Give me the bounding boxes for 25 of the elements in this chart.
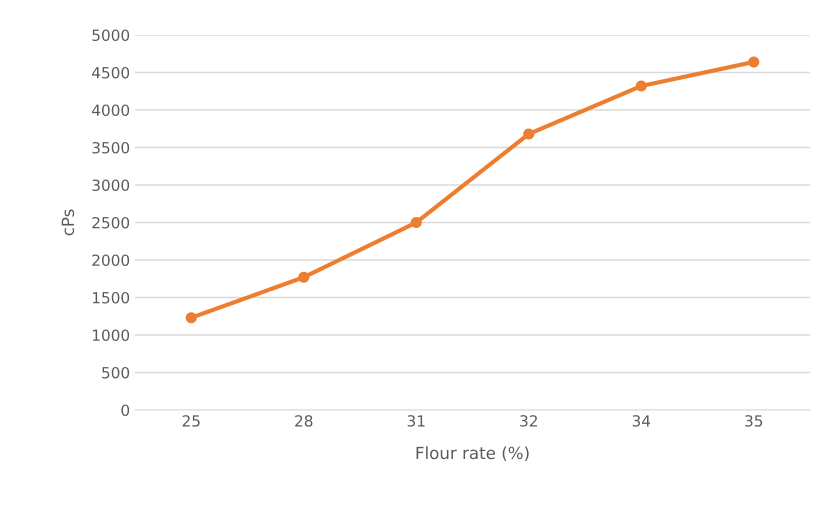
y-tick-label: 1500 bbox=[92, 292, 130, 304]
y-tick-label: 2500 bbox=[92, 216, 130, 229]
point bbox=[298, 272, 310, 283]
y-tick-label: 3000 bbox=[92, 179, 130, 192]
point bbox=[748, 56, 760, 68]
y-tick-label: 5000 bbox=[92, 29, 130, 42]
x-tick-label: 35 bbox=[745, 415, 762, 427]
x-tick-label: 32 bbox=[520, 415, 537, 427]
y-tick-label: 1000 bbox=[92, 329, 130, 342]
x-tick-label: 28 bbox=[295, 415, 312, 427]
x-axis-title: Flour rate (%) bbox=[416, 446, 529, 462]
x-tick-label: 31 bbox=[408, 415, 425, 427]
x-tick-label: 34 bbox=[632, 415, 650, 427]
y-tick-label: 3500 bbox=[92, 142, 130, 154]
y-tick-label: 4500 bbox=[92, 66, 130, 79]
y-axis-title: cPs bbox=[62, 210, 74, 236]
point bbox=[186, 312, 197, 324]
y-tick-label: 0 bbox=[121, 404, 130, 416]
point bbox=[410, 216, 422, 228]
point bbox=[523, 128, 534, 140]
y-tick-label: 500 bbox=[102, 366, 130, 379]
y-tick-label: 2000 bbox=[92, 254, 130, 266]
y-tick-label: 4000 bbox=[92, 104, 130, 116]
point bbox=[636, 80, 647, 92]
x-tick-label: 25 bbox=[182, 415, 200, 427]
